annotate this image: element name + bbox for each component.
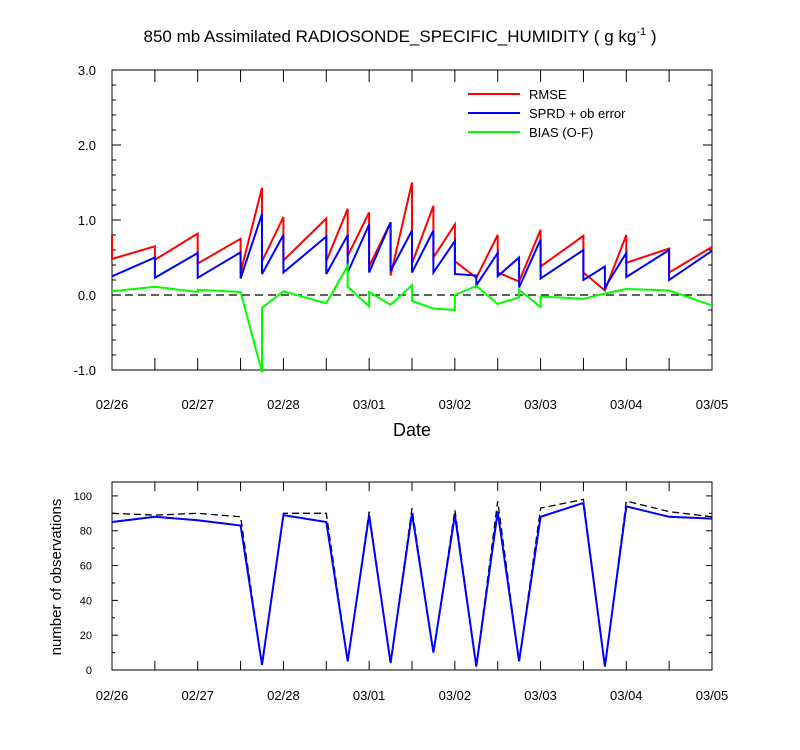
y-axis-title-observations: number of observations <box>48 499 65 656</box>
chart-title: 850 mb Assimilated RADIOSONDE_SPECIFIC_H… <box>144 26 657 46</box>
x-tick-label: 03/01 <box>353 397 386 412</box>
obs-possible-line <box>111 498 713 667</box>
x-tick-label: 03/03 <box>524 397 557 412</box>
y-tick-label: 100 <box>74 491 92 503</box>
legend-label: BIAS (O-F) <box>529 125 593 140</box>
x-tick-label: 03/03 <box>524 688 557 703</box>
x-tick-label: 03/02 <box>439 397 472 412</box>
rmse-spread-bias-plot: -1.0 0.0 1.0 2.0 3.0 02/26 02/27 02/28 03/01 03/0… <box>74 63 729 412</box>
x-tick-label: 03/05 <box>696 688 729 703</box>
legend-label: SPRD + ob error <box>529 106 626 121</box>
x-tick-label: 02/27 <box>181 397 214 412</box>
y-tick-label: 0.0 <box>78 288 96 303</box>
x-tick-label: 03/04 <box>610 397 643 412</box>
y-tick-label: 1.0 <box>78 213 96 228</box>
legend-label: RMSE <box>529 87 567 102</box>
y-tick-label: 20 <box>80 630 92 642</box>
y-tick-label: 60 <box>80 561 92 573</box>
y-tick-label: 3.0 <box>78 63 96 78</box>
sprd-line <box>111 213 713 292</box>
x-tick-label: 03/01 <box>353 688 386 703</box>
obs-used-line <box>111 501 713 667</box>
y-tick-label: 0 <box>86 665 92 677</box>
x-tick-label: 03/05 <box>696 397 729 412</box>
title-closing: ) <box>646 27 656 46</box>
x-tick-label: 02/26 <box>96 688 129 703</box>
x-axis-title: Date <box>393 420 431 440</box>
y-tick-label: 40 <box>80 595 92 607</box>
x-tick-label: 02/27 <box>181 688 214 703</box>
title-superscript: -1 <box>636 26 646 38</box>
observation-count-plot: 0 20 40 60 80 100 02/26 02/27 02/28 03/01 03/02 03/… <box>74 481 729 703</box>
x-tick-label: 02/28 <box>267 397 300 412</box>
y-tick-label: 80 <box>80 526 92 538</box>
x-tick-label: 02/28 <box>267 688 300 703</box>
bias-line <box>111 262 713 373</box>
x-tick-label: 03/02 <box>439 688 472 703</box>
y-tick-label: 2.0 <box>78 138 96 153</box>
y-tick-label: -1.0 <box>74 363 96 378</box>
x-tick-label: 03/04 <box>610 688 643 703</box>
x-tick-label: 02/26 <box>96 397 129 412</box>
